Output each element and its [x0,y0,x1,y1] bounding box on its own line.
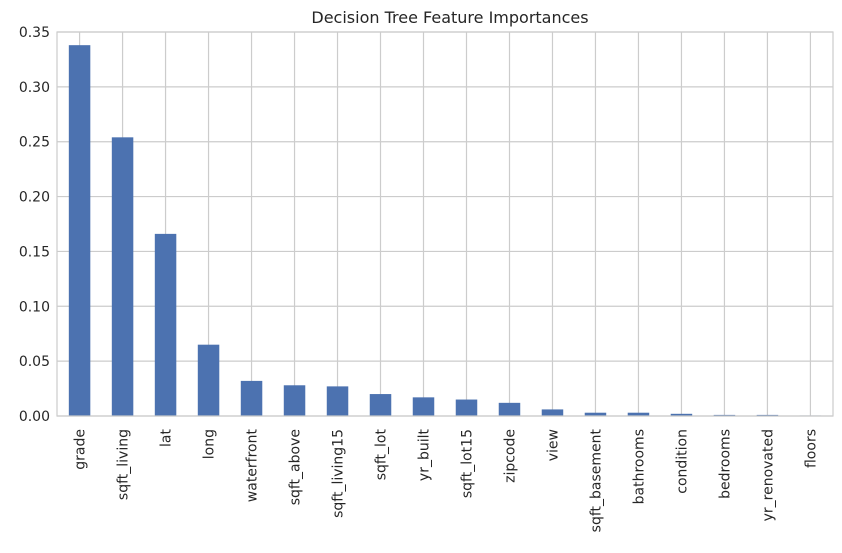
x-tick-label: yr_renovated [760,429,776,521]
bar-sqft_above [283,385,306,416]
x-tick-label: sqft_living [116,429,132,500]
bar-yr_built [412,397,435,416]
x-tick-label: floors [803,429,819,468]
y-tick-label: 0.15 [19,244,50,260]
x-tick-label: view [545,429,561,461]
x-tick-label: yr_built [417,428,433,481]
x-tick-label: sqft_above [288,429,304,505]
bar-bathrooms [627,412,650,416]
x-tick-label: long [202,429,218,459]
bar-view [541,409,564,416]
x-tick-label: lat [159,429,175,447]
bar-condition [670,413,693,416]
y-tick-label: 0.30 [19,80,50,96]
y-tick-label: 0.25 [19,135,50,151]
bar-sqft_living15 [326,386,349,416]
bar-zipcode [498,402,521,416]
x-tick-label: condition [674,429,690,494]
x-tick-label: waterfront [245,429,261,503]
x-tick-label: bathrooms [631,429,647,504]
x-axis-ticks: grade sqft_living lat long waterfront sqft_ab… [73,428,820,532]
bar-grade [68,45,91,417]
y-tick-label: 0.35 [19,25,50,41]
bar-lat [154,233,177,416]
grid-layer [57,31,833,417]
x-tick-label: sqft_basement [588,428,604,532]
bar-sqft_basement [584,412,607,416]
chart-title: Decision Tree Feature Importances [311,8,588,27]
bar-sqft_lot15 [455,399,478,416]
y-tick-label: 0.05 [19,354,50,370]
x-tick-label: sqft_living15 [331,429,347,518]
x-tick-label: grade [73,429,89,470]
y-tick-label: 0.00 [19,409,50,425]
y-tick-label: 0.20 [19,190,50,206]
x-tick-label: zipcode [502,429,518,483]
bar-waterfront [240,380,263,416]
bar-sqft_lot [369,394,392,416]
x-tick-label: sqft_lot [374,428,390,480]
bar-layer [68,45,822,417]
x-tick-label: sqft_lot15 [459,429,475,498]
bar-sqft_living [111,137,134,416]
plot-frame [56,31,834,417]
y-tick-label: 0.10 [19,299,50,315]
y-axis-ticks: 0.00 0.05 0.10 0.15 0.20 0.25 0.30 0.35 [19,25,50,425]
x-tick-label: bedrooms [717,429,733,499]
bar-long [197,344,220,416]
